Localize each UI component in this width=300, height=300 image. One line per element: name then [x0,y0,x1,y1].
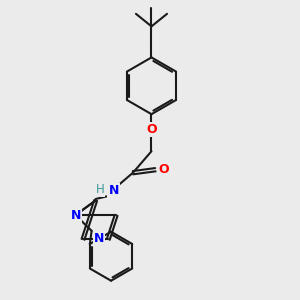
Text: N: N [108,184,119,197]
Text: H: H [96,183,104,196]
Text: N: N [70,209,81,222]
Text: N: N [94,232,104,245]
Text: O: O [158,163,169,176]
Text: O: O [146,123,157,136]
